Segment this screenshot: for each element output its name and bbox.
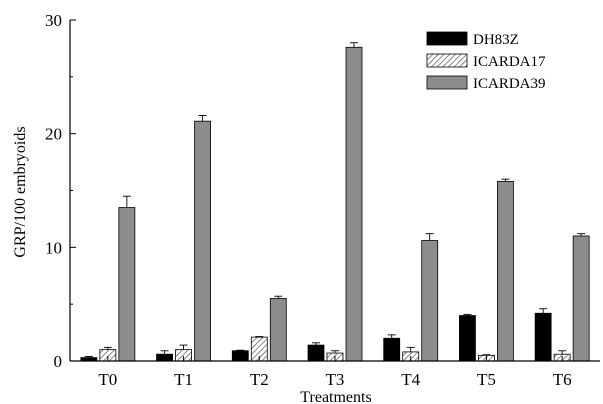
bar-dh83z-t2 [231, 350, 249, 362]
bar-dh83z-t1 [156, 353, 173, 362]
bar-icarda39-t0 [118, 207, 136, 362]
x-tick-label-t5: T5 [477, 370, 496, 389]
bar-dh83z-t4 [383, 337, 401, 362]
y-tick-label: 30 [45, 11, 62, 30]
bar-icarda39-t4 [421, 240, 439, 362]
bar-icarda39-t3 [345, 46, 363, 362]
x-axis-label: Treatments [300, 389, 371, 404]
legend-label-dh83z: DH83Z [473, 32, 519, 48]
y-tick-label: 0 [54, 352, 63, 371]
legend: DH83Z ICARDA17 ICARDA39 [426, 31, 546, 92]
y-tick-label: 10 [45, 238, 62, 257]
legend-label-icarda39: ICARDA39 [473, 76, 546, 92]
legend-swatch-dh83z [426, 31, 468, 46]
bar-icarda39-t2 [269, 298, 287, 362]
bars-group [80, 46, 590, 362]
x-tick-label-t4: T4 [401, 370, 420, 389]
x-tick-label-t6: T6 [553, 370, 572, 389]
x-tick-label-t2: T2 [250, 370, 269, 389]
axes-group [69, 20, 600, 362]
bar-icarda39-t5 [497, 181, 514, 362]
x-tick-label-t1: T1 [174, 370, 193, 389]
x-tick-label-t0: T0 [98, 370, 117, 389]
ticks-group: 0 10 20 30 T0 T1 T2 T3 T4 T5 T6 [45, 11, 572, 389]
legend-label-icarda17: ICARDA17 [473, 54, 546, 70]
legend-swatch-icarda39 [426, 75, 468, 90]
x-tick-label-t3: T3 [326, 370, 345, 389]
bar-icarda39-t1 [194, 120, 211, 362]
bar-icarda39-t6 [572, 235, 590, 362]
y-axis-label: GRP/100 embryoids [12, 126, 29, 257]
legend-swatch-icarda17 [426, 53, 468, 68]
bar-dh83z-t6 [534, 312, 552, 362]
bar-dh83z-t3 [307, 344, 325, 362]
bar-dh83z-t5 [459, 315, 476, 362]
error-bars-group [84, 42, 586, 358]
y-tick-label: 20 [45, 125, 62, 144]
